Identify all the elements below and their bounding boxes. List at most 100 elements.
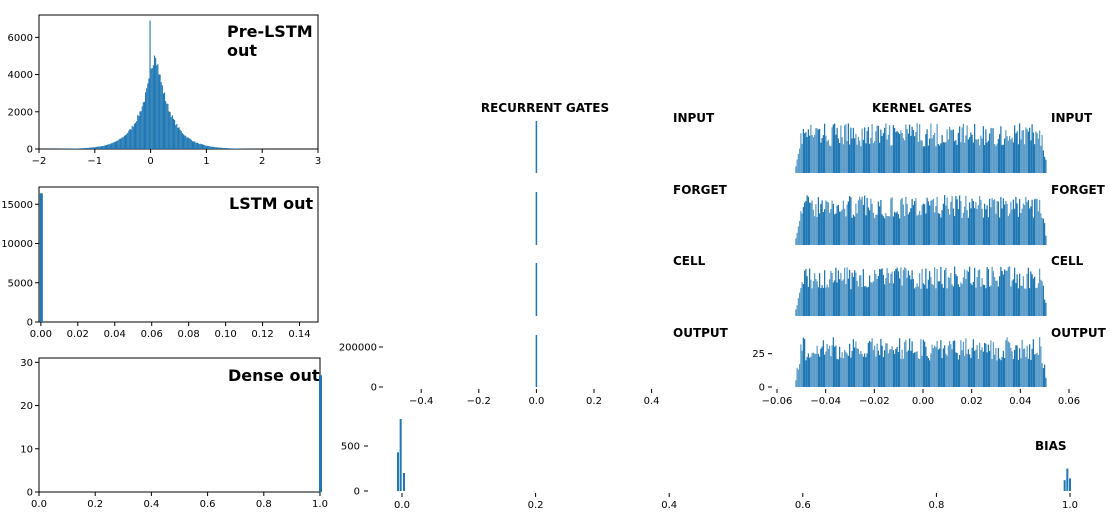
kernel-gate-output-bar bbox=[899, 338, 901, 387]
kernel-gate-output-bar bbox=[1005, 340, 1007, 387]
kernel-gate-input-bar bbox=[852, 127, 854, 173]
kernel-xtick-label: 0.04 bbox=[1009, 396, 1031, 407]
kernel-gate-output-bar bbox=[991, 359, 993, 387]
kernel-xtick-label: 0.06 bbox=[1058, 396, 1080, 407]
kernel-gate-output-bar bbox=[1030, 359, 1032, 387]
kernel-gate-cell-bar bbox=[817, 287, 819, 316]
kernel-gate-forget-bar bbox=[831, 200, 833, 245]
kernel-gate-output-bar bbox=[890, 349, 892, 387]
kernel-gate-output-bar bbox=[932, 347, 934, 387]
kernel-gate-input-bar bbox=[1021, 130, 1023, 173]
kernel-gate-cell-bar bbox=[812, 281, 814, 316]
kernel-gate-output-bar bbox=[847, 355, 849, 387]
recurrent-xtick-label: 0.0 bbox=[528, 396, 544, 407]
kernel-gate-input-bar bbox=[1030, 140, 1032, 173]
kernel-gate-output-bar bbox=[1007, 341, 1009, 387]
kernel-gate-output-bar bbox=[826, 343, 828, 387]
kernel-gate-cell-bar bbox=[1015, 282, 1017, 316]
kernel-gate-cell-bar bbox=[839, 279, 841, 316]
pre-lstm-bar bbox=[155, 57, 157, 149]
pre-lstm-bar bbox=[91, 147, 93, 149]
kernel-gate-output-bar bbox=[845, 351, 847, 387]
kernel-gate-forget-bar bbox=[811, 200, 813, 245]
kernel-gate-input-bar bbox=[800, 133, 802, 173]
kernel-gate-output-bar bbox=[995, 347, 997, 387]
kernel-gate-input-bar bbox=[875, 131, 877, 173]
kernel-gate-forget-bar bbox=[882, 216, 884, 245]
kernel-gate-forget-bar bbox=[1009, 213, 1011, 245]
kernel-gate-forget-bar bbox=[836, 205, 838, 245]
kernel-gate-input-bar bbox=[1040, 145, 1042, 173]
kernel-gate-cell-bar bbox=[971, 284, 973, 316]
recurrent-gate-output-bar bbox=[535, 335, 538, 387]
kernel-gate-cell-bar bbox=[827, 287, 829, 316]
kernel-gate-cell-bar bbox=[995, 280, 997, 316]
kernel-gate-input-bar bbox=[795, 166, 797, 173]
kernel-gate-output-bar bbox=[895, 348, 897, 387]
kernel-gate-cell-bar bbox=[811, 288, 813, 316]
kernel-gate-input-bar bbox=[961, 127, 963, 173]
kernel-gate-forget-bar bbox=[994, 199, 996, 245]
pre-lstm-bar bbox=[209, 146, 211, 149]
kernel-gate-output-bar bbox=[947, 345, 949, 387]
kernel-gate-output-bar bbox=[1002, 350, 1004, 387]
kernel-gate-output-bar bbox=[1024, 348, 1026, 387]
pre-lstm-bar bbox=[206, 145, 208, 149]
kernel-gate-forget-bar bbox=[796, 232, 798, 245]
kernel-gate-output-bar bbox=[802, 337, 804, 387]
kernel-gate-forget-bar bbox=[897, 214, 899, 245]
kernel-gate-output-bar bbox=[974, 350, 976, 387]
kernel-gate-output-bar bbox=[866, 353, 868, 387]
kernel-gate-input-bar bbox=[1005, 130, 1007, 173]
kernel-gate-cell-bar bbox=[977, 270, 979, 316]
kernel-gate-output-bar bbox=[1006, 337, 1008, 387]
kernel-gate-forget-bar bbox=[876, 214, 878, 245]
pre-lstm-bar bbox=[179, 129, 181, 149]
kernel-gate-output-bar bbox=[815, 353, 817, 387]
kernel-gate-forget-bar bbox=[844, 208, 846, 245]
kernel-gate-cell-bar bbox=[852, 276, 854, 316]
kernel-gate-input-bar bbox=[1045, 159, 1047, 173]
pre-lstm-bar bbox=[146, 88, 148, 149]
kernel-gate-output-bar bbox=[887, 353, 889, 387]
kernel-gate-forget-bar bbox=[887, 216, 889, 245]
kernel-gate-output-bar bbox=[854, 347, 856, 387]
kernel-gate-output-bar bbox=[837, 359, 839, 387]
kernel-gate-forget-bar bbox=[1006, 203, 1008, 245]
kernel-gate-cell-bar bbox=[1012, 279, 1014, 316]
kernel-gate-forget-bar bbox=[959, 195, 961, 245]
kernel-gate-output-bar bbox=[886, 343, 888, 387]
pre-lstm-bar bbox=[134, 122, 137, 149]
kernel-gate-cell-bar bbox=[901, 285, 903, 316]
kernel-gate-forget-bar bbox=[1032, 217, 1034, 245]
kernel-gate-forget-bar bbox=[942, 203, 944, 245]
pre-lstm-bar bbox=[210, 146, 212, 149]
recurrent-xtick-label: −0.2 bbox=[467, 396, 491, 407]
kernel-gate-forget-bar bbox=[924, 204, 926, 245]
kernel-gate-output-bar bbox=[1027, 358, 1029, 387]
kernel-gate-cell-bar bbox=[826, 284, 828, 316]
kernel-gate-output-bar bbox=[959, 354, 961, 387]
kernel-gate-cell-bar bbox=[974, 267, 976, 316]
pre-lstm-histogram: −2 −1 0 1 2 3 0 2000 4000 6000 bbox=[8, 14, 321, 167]
bias-bar bbox=[1069, 478, 1071, 491]
kernel-gate-cell-bar bbox=[797, 298, 799, 316]
bias-xtick-label: 0.0 bbox=[394, 500, 410, 511]
kernel-gate-input-bar bbox=[911, 126, 913, 173]
kernel-gate-cell-bar bbox=[1014, 267, 1016, 316]
dense-out-xtick-label: 1.0 bbox=[312, 499, 328, 510]
kernel-gate-cell-bar bbox=[927, 279, 929, 316]
kernel-gate-forget-bar bbox=[809, 202, 811, 245]
pre-lstm-bar bbox=[174, 119, 176, 149]
bias-bar bbox=[399, 419, 402, 491]
kernel-gate-cell-bar bbox=[990, 285, 992, 316]
pre-lstm-bar bbox=[201, 144, 204, 149]
kernel-gate-input-bar bbox=[832, 124, 834, 173]
kernel-gate-forget-bar bbox=[812, 209, 814, 245]
kernel-gate-cell-bar bbox=[899, 278, 901, 316]
kernel-gate-output-bar bbox=[844, 349, 846, 387]
kernel-gate-input-bar bbox=[989, 133, 991, 173]
kernel-gate-forget-bar bbox=[925, 213, 927, 245]
kernel-gate-forget-bar bbox=[1012, 199, 1014, 245]
kernel-gate-cell-bar bbox=[959, 286, 961, 316]
